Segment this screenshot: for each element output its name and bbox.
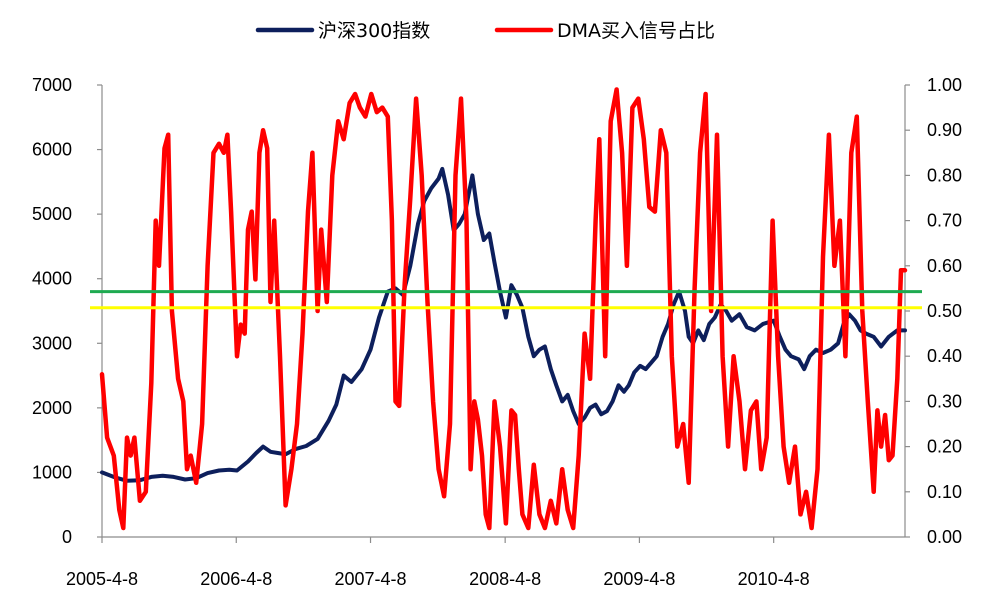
y-left-tick-label: 3000 xyxy=(32,333,72,353)
x-tick-label: 2009-4-8 xyxy=(603,569,675,589)
y-right-tick-label: 0.50 xyxy=(927,301,962,321)
x-tick-label: 2007-4-8 xyxy=(334,569,406,589)
y-right-tick-label: 0.00 xyxy=(927,527,962,547)
x-tick-label: 2008-4-8 xyxy=(469,569,541,589)
y-right-tick-label: 0.20 xyxy=(927,437,962,457)
y-right-tick-label: 0.80 xyxy=(927,165,962,185)
axes: 0 1000 2000 3000 4000 5000 6000 7000 0.00 0.10 0.2… xyxy=(32,75,962,589)
legend: 沪深300指数 DMA买入信号占比 xyxy=(255,20,715,42)
y-right-tick-label: 1.00 xyxy=(927,75,962,95)
y-left-tick-label: 4000 xyxy=(32,269,72,289)
y-right-tick-label: 0.60 xyxy=(927,256,962,276)
x-tick-label: 2005-4-8 xyxy=(66,569,138,589)
y-left-tick-label: 7000 xyxy=(32,75,72,95)
x-tick-label: 2010-4-8 xyxy=(738,569,810,589)
y-right-tick-label: 0.40 xyxy=(927,346,962,366)
y-left-tick-label: 0 xyxy=(62,527,72,547)
y-left-tick-label: 6000 xyxy=(32,140,72,160)
y-left-tick-label: 5000 xyxy=(32,204,72,224)
y-left-tick-label: 2000 xyxy=(32,398,72,418)
legend-label: DMA买入信号占比 xyxy=(557,20,715,42)
y-right-tick-label: 0.70 xyxy=(927,211,962,231)
reference-lines xyxy=(90,290,922,310)
y-right-tick-label: 0.30 xyxy=(927,391,962,411)
legend-label: 沪深300指数 xyxy=(318,20,430,42)
y-right-tick-label: 0.90 xyxy=(927,120,962,140)
y-left-tick-label: 1000 xyxy=(32,462,72,482)
x-tick-label: 2006-4-8 xyxy=(200,569,272,589)
y-right-tick-label: 0.10 xyxy=(927,482,962,502)
